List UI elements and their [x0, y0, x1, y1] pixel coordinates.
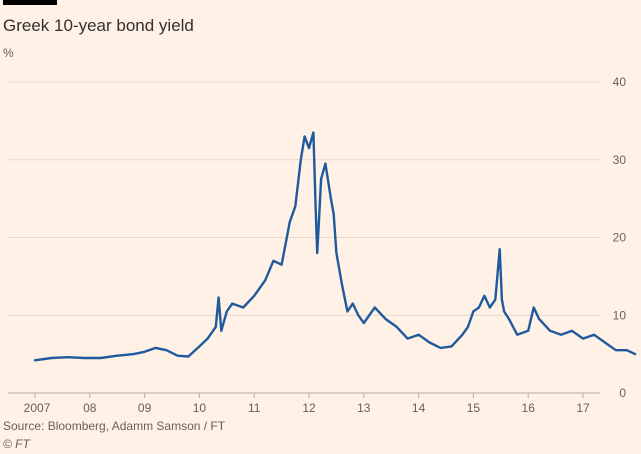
x-tick-label: 15	[467, 401, 481, 415]
y-unit-label: %	[3, 46, 14, 60]
y-tick-labels: 0 10 20 30 40	[613, 75, 627, 400]
y-tick-label: 0	[619, 386, 626, 400]
x-tick-label: 11	[248, 401, 261, 415]
x-tick-label: 16	[522, 401, 536, 415]
x-tick-labels: 2007 08 09 10 11 12 13 14 15 16 17	[24, 393, 590, 415]
y-tick-label: 10	[613, 308, 627, 322]
x-tick-label: 08	[83, 401, 97, 415]
y-tick-label: 40	[613, 75, 627, 89]
x-tick-label: 12	[302, 401, 316, 415]
y-tick-label: 20	[613, 231, 627, 245]
series-line	[33, 131, 637, 362]
x-tick-label: 17	[576, 401, 590, 415]
x-tick-label: 14	[412, 401, 426, 415]
brand-bar	[3, 0, 57, 5]
x-tick-label: 13	[357, 401, 371, 415]
y-tick-label: 30	[613, 153, 627, 167]
source-note: Source: Bloomberg, Adamm Samson / FT	[3, 419, 226, 433]
chart-title: Greek 10-year bond yield	[3, 16, 194, 35]
x-tick-label: 09	[138, 401, 152, 415]
series-lines	[33, 131, 637, 362]
x-tick-label: 10	[193, 401, 207, 415]
grid-lines	[8, 81, 600, 394]
copyright-note: © FT	[3, 437, 30, 451]
x-tick-label: 2007	[24, 401, 51, 415]
